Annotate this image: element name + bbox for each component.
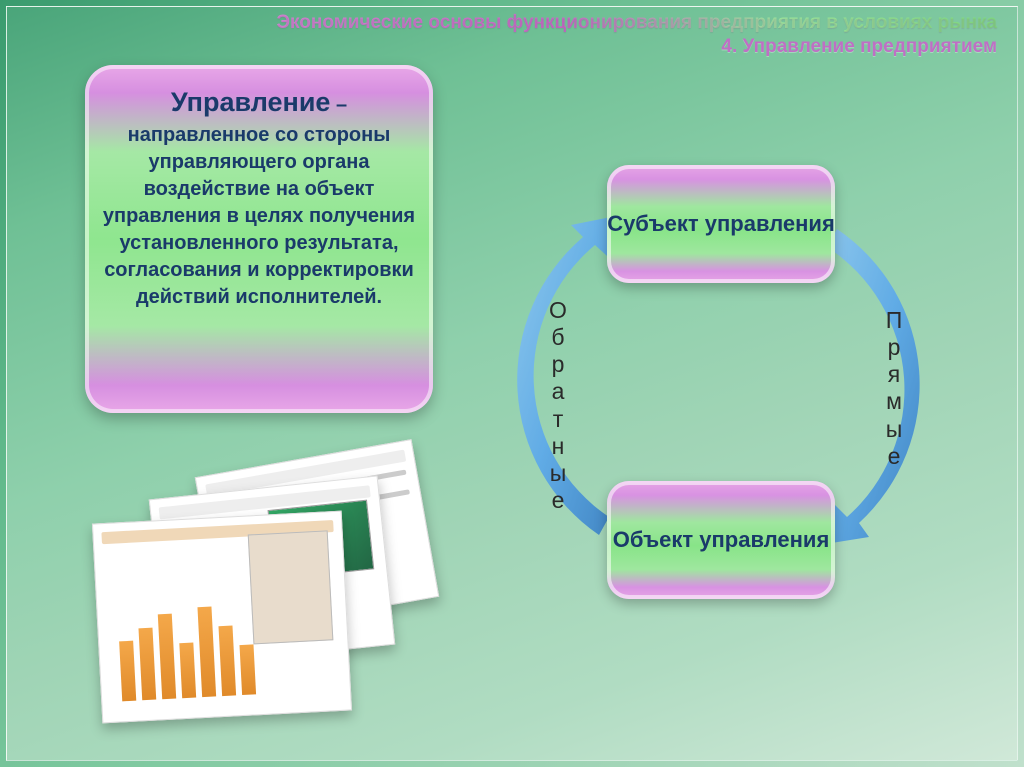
paper-side-thumb — [248, 530, 334, 644]
node-object: Объект управления — [607, 481, 835, 599]
decorative-papers — [57, 447, 477, 737]
slide-frame: Экономические основы функционирования пр… — [6, 6, 1018, 761]
node-subject: Субъект управления — [607, 165, 835, 283]
definition-body: направленное со стороны управляющего орг… — [101, 122, 417, 311]
title-line-1: Экономические основы функционирования пр… — [277, 11, 998, 35]
definition-separator: – — [330, 94, 347, 116]
definition-title: Управление — [171, 87, 331, 117]
node-subject-label: Субъект управления — [607, 211, 835, 237]
paper-front — [92, 511, 352, 724]
management-cycle-diagram: Субъект управления Объект управления Обр… — [487, 147, 957, 617]
title-line-2: 4. Управление предприятием — [277, 35, 998, 59]
label-feedback: Обратные — [547, 297, 569, 514]
arrow-left-feedback — [517, 215, 621, 535]
definition-box: Управление – направленное со стороны упр… — [85, 65, 433, 413]
paper-bar-chart — [118, 604, 263, 701]
slide-title-block: Экономические основы функционирования пр… — [277, 11, 998, 59]
node-object-label: Объект управления — [613, 527, 830, 553]
label-direct: Прямые — [883, 307, 905, 470]
